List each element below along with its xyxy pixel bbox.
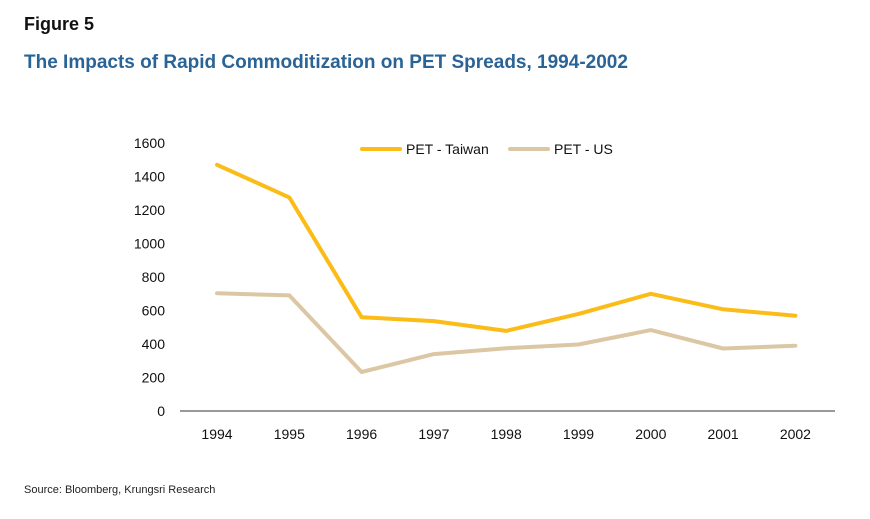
y-tick-label: 0 xyxy=(157,403,165,419)
x-tick-label: 2002 xyxy=(780,426,811,442)
x-tick-label: 1994 xyxy=(201,426,232,442)
x-tick-label: 1996 xyxy=(346,426,377,442)
x-tick-label: 1999 xyxy=(563,426,594,442)
y-tick-label: 1600 xyxy=(134,135,165,151)
y-tick-label: 200 xyxy=(142,370,166,386)
x-tick-label: 1997 xyxy=(418,426,449,442)
y-tick-label: 800 xyxy=(142,269,166,285)
x-tick-label: 1998 xyxy=(491,426,522,442)
chart-title: The Impacts of Rapid Commoditization on … xyxy=(24,52,628,73)
source-note: Source: Bloomberg, Krungsri Research xyxy=(24,484,216,496)
legend-label-pet-taiwan: PET - Taiwan xyxy=(406,141,489,157)
y-tick-label: 1400 xyxy=(134,169,165,185)
series-layer xyxy=(215,162,798,374)
y-tick-label: 400 xyxy=(142,336,166,352)
x-tick-label: 2001 xyxy=(708,426,739,442)
x-tick-label: 1995 xyxy=(274,426,305,442)
legend-label-pet-us: PET - US xyxy=(554,141,613,157)
series-line-pet-us xyxy=(215,291,798,374)
legend: PET - Taiwan PET - US xyxy=(360,141,613,157)
x-tick-label: 2000 xyxy=(635,426,666,442)
figure-label: Figure 5 xyxy=(24,14,95,34)
y-tick-label: 1200 xyxy=(134,202,165,218)
series-line-pet-taiwan xyxy=(215,162,798,333)
y-tick-label: 1000 xyxy=(134,236,165,252)
y-tick-label: 600 xyxy=(142,303,166,319)
axes: 0 200 400 600 800 1000 1200 1400 1600 1994 1995 199… xyxy=(134,135,835,442)
